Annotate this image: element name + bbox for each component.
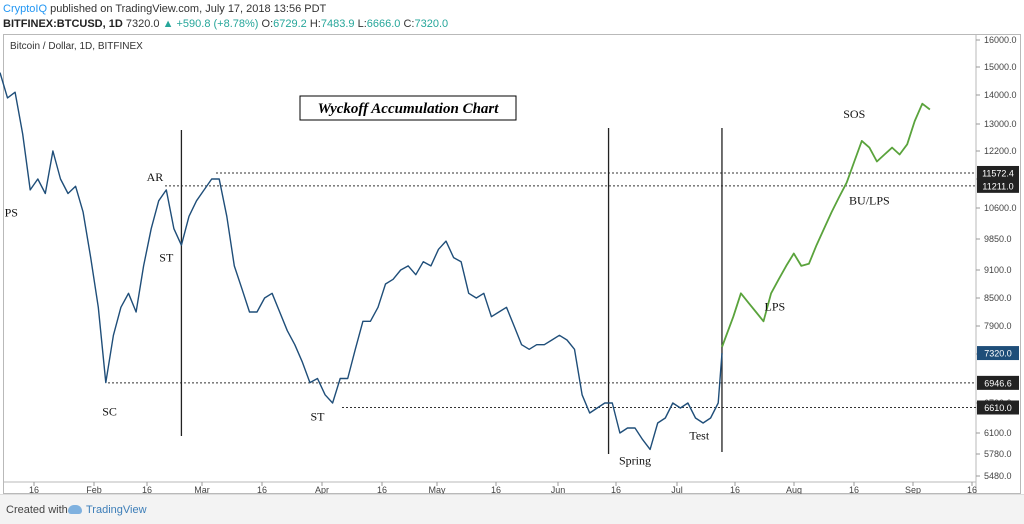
chart-header: CryptoIQ published on TradingView.com, J… bbox=[0, 0, 1024, 34]
y-tick-label: 9100.0 bbox=[984, 265, 1012, 275]
footer-bar: Created with TradingView bbox=[0, 494, 1024, 524]
price-label-text: 6610.0 bbox=[984, 403, 1012, 413]
x-axis-ticks: 16 Feb 16 Mar 16 Apr 16 May 16 Jun 16 Jul 16 Aug 16 Sep… bbox=[29, 482, 977, 494]
published-text: published on TradingView.com, July 17, 2… bbox=[50, 3, 327, 15]
annotation-label: Spring bbox=[619, 453, 651, 467]
price-label-text: 7320.0 bbox=[984, 349, 1012, 359]
y-tick-label: 12200.0 bbox=[984, 146, 1017, 156]
y-tick-label: 14000.0 bbox=[984, 90, 1017, 100]
price-label-box bbox=[977, 375, 1019, 390]
price-label-text: 11211.0 bbox=[982, 181, 1013, 191]
close-value: 7320.0 bbox=[414, 18, 449, 30]
y-tick-label: 13000.0 bbox=[984, 119, 1017, 129]
y-tick-label: 9850.0 bbox=[984, 234, 1012, 244]
x-tick-label: Jul bbox=[671, 485, 683, 494]
publisher-name[interactable]: CryptoIQ bbox=[3, 3, 48, 15]
price-series bbox=[0, 72, 931, 451]
price-label-box bbox=[977, 346, 1019, 361]
publish-info: CryptoIQ published on TradingView.com, J… bbox=[3, 3, 326, 15]
y-tick-label: 5780.0 bbox=[984, 449, 1012, 459]
x-tick-label: 16 bbox=[257, 485, 267, 494]
wyckoff-annotations: PS SC AR ST ST Spring Test LPS BU/LPS SOS bbox=[5, 107, 890, 467]
y-tick-label: 5480.0 bbox=[984, 471, 1012, 481]
x-tick-label: May bbox=[428, 485, 446, 494]
annotation-label: ST bbox=[159, 251, 174, 265]
annotation-label: LPS bbox=[765, 300, 786, 314]
annotation-label: Test bbox=[689, 429, 709, 443]
chart-frame bbox=[3, 34, 1021, 494]
price-chart[interactable]: Bitcoin / Dollar, 1D, BITFINEX Wyckoff A… bbox=[0, 0, 1024, 494]
y-tick-label: 8500.0 bbox=[984, 293, 1012, 303]
price-label-box bbox=[977, 178, 1019, 193]
high-value: 7483.9 bbox=[320, 18, 355, 30]
annotation-label: AR bbox=[147, 170, 164, 184]
projected-path-line bbox=[721, 102, 931, 348]
annotation-label: SC bbox=[102, 405, 117, 419]
price-label-text: 6946.6 bbox=[984, 378, 1012, 388]
created-with-label: Created with bbox=[6, 504, 68, 516]
x-tick-label: Mar bbox=[194, 485, 210, 494]
x-tick-label: Sep bbox=[905, 485, 921, 494]
x-tick-label: 16 bbox=[730, 485, 740, 494]
x-tick-label: 16 bbox=[849, 485, 859, 494]
y-tick-label: 10600.0 bbox=[984, 203, 1017, 213]
ohlc-line: BITFINEX:BTCUSD, 1D 7320.0 ▲ +590.8 (+8.… bbox=[3, 18, 448, 30]
x-tick-label: Apr bbox=[315, 485, 329, 494]
tradingview-link[interactable]: TradingView bbox=[68, 504, 147, 516]
y-tick-label: 15000.0 bbox=[984, 62, 1017, 72]
x-tick-label: 16 bbox=[377, 485, 387, 494]
price-label-box bbox=[977, 400, 1019, 415]
x-tick-label: 16 bbox=[29, 485, 39, 494]
annotation-label: BU/LPS bbox=[849, 193, 890, 207]
tradingview-icon bbox=[68, 505, 82, 514]
price-label-box bbox=[977, 165, 1019, 180]
tradingview-label: TradingView bbox=[86, 504, 147, 516]
dotted-levels bbox=[108, 172, 976, 408]
close-label: C: bbox=[403, 18, 415, 30]
x-tick-label: Aug bbox=[786, 485, 802, 494]
x-tick-label: Feb bbox=[86, 485, 102, 494]
y-tick-label: 16000.0 bbox=[984, 35, 1017, 45]
low-label: L: bbox=[357, 18, 367, 30]
x-tick-label: 16 bbox=[611, 485, 621, 494]
annotation-title-box bbox=[299, 95, 517, 121]
phase-markers bbox=[180, 128, 723, 454]
annotation-label: SOS bbox=[843, 107, 865, 121]
price-change: ▲ +590.8 (+8.78%) bbox=[162, 18, 259, 30]
y-tick-label: 7900.0 bbox=[984, 321, 1012, 331]
open-label: O: bbox=[261, 18, 274, 30]
annotation-title: Wyckoff Accumulation Chart bbox=[318, 101, 500, 117]
price-labels: 11572.4 11211.0 7320.0 6946.6 6610.0 bbox=[977, 165, 1019, 415]
last-price: 7320.0 bbox=[125, 18, 160, 30]
low-value: 6666.0 bbox=[366, 18, 401, 30]
y-tick-label: 6100.0 bbox=[984, 428, 1012, 438]
x-tick-label: 16 bbox=[142, 485, 152, 494]
x-tick-label: 16 bbox=[491, 485, 501, 494]
x-tick-label: Jun bbox=[551, 485, 566, 494]
btc-price-line bbox=[0, 72, 723, 451]
symbol-label: BITFINEX:BTCUSD, 1D bbox=[3, 18, 123, 30]
price-label-text: 11572.4 bbox=[982, 168, 1014, 178]
annotation-label: ST bbox=[310, 410, 325, 424]
open-value: 6729.2 bbox=[273, 18, 307, 30]
annotation-label: PS bbox=[5, 205, 18, 219]
series-legend: Bitcoin / Dollar, 1D, BITFINEX bbox=[10, 41, 143, 52]
x-tick-label: 16 bbox=[967, 485, 977, 494]
high-label: H: bbox=[309, 18, 321, 30]
